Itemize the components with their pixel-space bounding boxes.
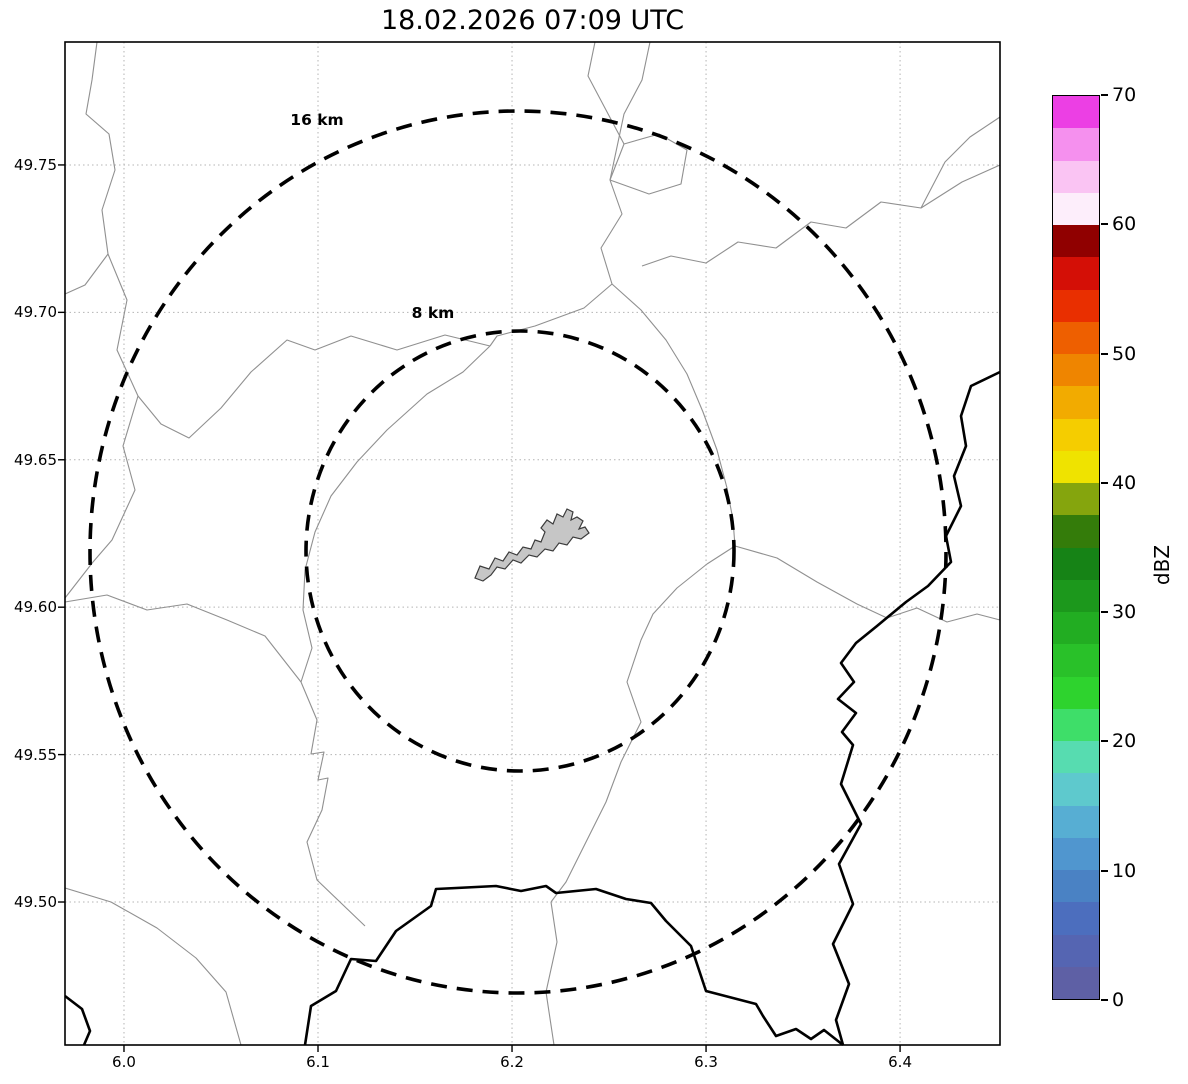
city-area-polygon (474, 508, 590, 582)
colorbar-tick-mark (1101, 740, 1108, 743)
colorbar-tick-mark (1101, 869, 1108, 872)
figure-title: 18.02.2026 07:09 UTC (380, 5, 685, 36)
colorbar-tick-mark (1101, 611, 1108, 614)
colorbar-cell (1053, 610, 1099, 645)
plot-border (64, 41, 1001, 1046)
range-ring-8km (304, 329, 736, 773)
colorbar-cell (1053, 835, 1099, 870)
colorbar-cell (1053, 868, 1099, 903)
colorbar-tick-label: 60 (1112, 213, 1137, 236)
grid-lines (65, 42, 1000, 1045)
y-tick-label: 49.75 (14, 155, 57, 174)
colorbar-cell (1053, 158, 1099, 193)
colorbar-cell (1053, 513, 1099, 548)
colorbar-tick-label: 30 (1112, 601, 1137, 624)
y-tick-label: 49.60 (14, 598, 57, 617)
axis-tick-marks (58, 164, 901, 1052)
colorbar-cell (1053, 223, 1099, 258)
colorbar-cell (1053, 771, 1099, 806)
colorbar-tick-label: 50 (1112, 342, 1137, 365)
x-tick-label: 6.3 (694, 1053, 718, 1071)
colorbar-tick-label: 10 (1112, 859, 1137, 882)
admin-boundaries (64, 41, 1001, 1046)
colorbar-cell (1053, 803, 1099, 838)
colorbar-cell (1053, 900, 1099, 935)
colorbar-cell (1053, 706, 1099, 741)
x-tick-label: 6.0 (112, 1053, 136, 1071)
colorbar-tick-mark (1101, 223, 1108, 226)
x-tick-label: 6.1 (306, 1053, 330, 1071)
x-tick-label: 6.2 (500, 1053, 524, 1071)
colorbar-cell (1053, 577, 1099, 612)
x-tick-label: 6.4 (888, 1053, 912, 1071)
colorbar-cell (1053, 642, 1099, 677)
colorbar-tick-label: 20 (1112, 730, 1137, 753)
colorbar-cell (1053, 384, 1099, 419)
colorbar-cell (1053, 287, 1099, 322)
colorbar-tick-mark (1101, 481, 1108, 484)
y-tick-label: 49.70 (14, 303, 57, 322)
y-tick-label: 49.50 (14, 893, 57, 911)
colorbar-tick-label: 40 (1112, 471, 1137, 494)
colorbar-cell (1053, 739, 1099, 774)
colorbar-cell (1053, 190, 1099, 225)
colorbar-cell (1053, 448, 1099, 483)
colorbar-cell (1053, 674, 1099, 709)
y-tick-label: 49.55 (14, 745, 57, 764)
colorbar-cell (1053, 932, 1099, 967)
colorbar-cell (1053, 126, 1099, 161)
colorbar-tick-label: 0 (1112, 989, 1125, 1011)
colorbar-cell (1053, 481, 1099, 516)
colorbar-tick-label: 70 (1112, 84, 1137, 106)
y-tick-label: 49.65 (14, 450, 57, 469)
colorbar-axis-label: dBZ (1150, 544, 1174, 586)
colorbar-cell (1053, 255, 1099, 290)
colorbar (1052, 95, 1100, 1000)
colorbar-cell (1053, 964, 1099, 999)
colorbar-cell (1053, 416, 1099, 451)
map-plot: 16 km 8 km (58, 41, 1001, 1052)
country-borders (64, 370, 1001, 1047)
range-ring-16km-label: 16 km (290, 111, 343, 129)
range-ring-8km-label: 8 km (412, 304, 455, 322)
colorbar-tick-mark (1101, 352, 1108, 355)
range-ring-16km (88, 109, 948, 995)
colorbar-cell (1053, 319, 1099, 354)
colorbar-cell (1053, 96, 1099, 129)
colorbar-tick-mark (1101, 999, 1108, 1001)
colorbar-cells (1053, 96, 1099, 999)
colorbar-cell (1053, 545, 1099, 580)
colorbar-cell (1053, 352, 1099, 387)
colorbar-tick-mark (1101, 94, 1108, 96)
